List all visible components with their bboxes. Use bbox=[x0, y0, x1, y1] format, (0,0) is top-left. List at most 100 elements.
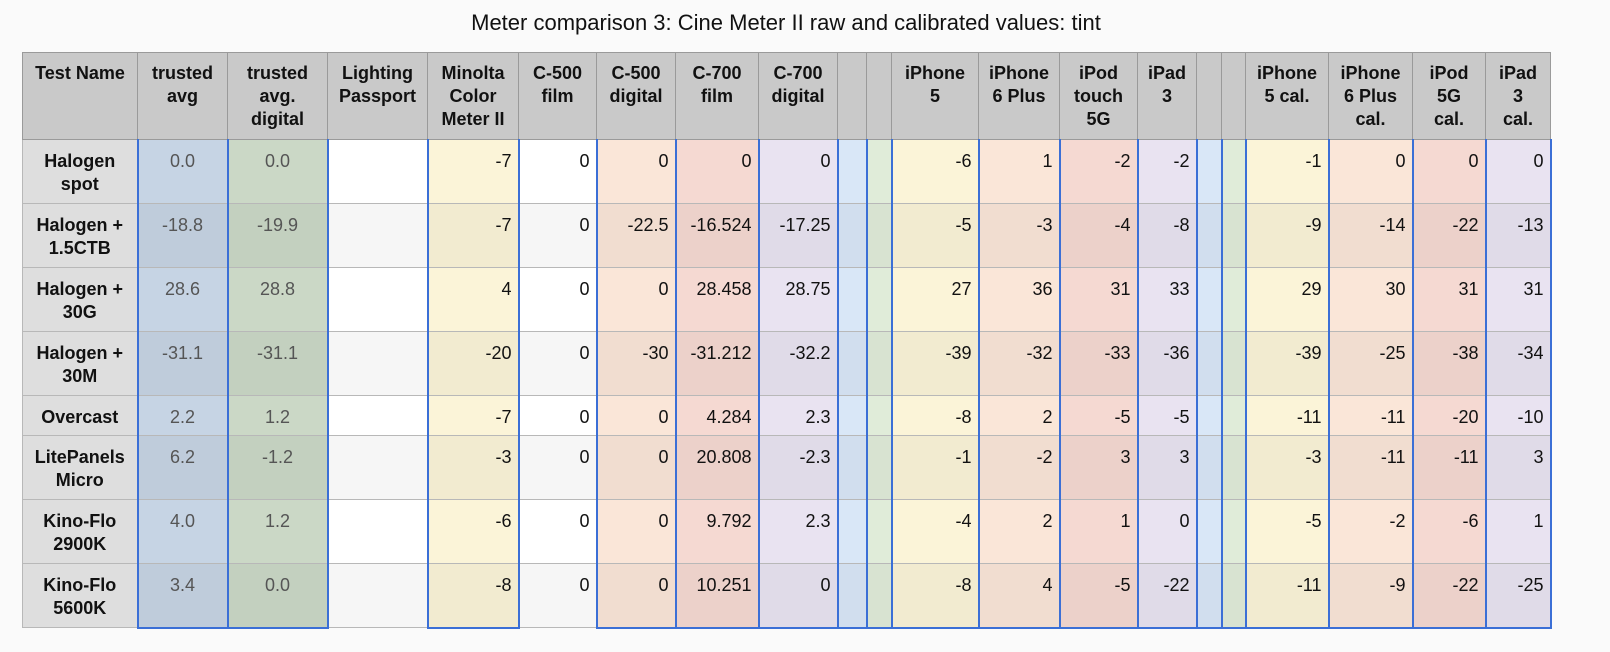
row-label: Halogen spot bbox=[22, 139, 138, 204]
table-cell: -1.2 bbox=[226, 435, 329, 500]
table-cell: 28.6 bbox=[136, 267, 229, 332]
table-cell: -11 bbox=[1327, 395, 1414, 436]
table-cell: 0.0 bbox=[226, 139, 329, 204]
column-header: iPhone 6 Plus bbox=[978, 52, 1060, 140]
table-cell: 2.3 bbox=[757, 499, 839, 564]
table-cell: -4 bbox=[890, 499, 980, 564]
table-cell: -11 bbox=[1244, 563, 1330, 629]
table-cell: 0 bbox=[1411, 139, 1487, 204]
table-cell bbox=[865, 563, 893, 629]
table-cell: 28.458 bbox=[674, 267, 760, 332]
table-cell: -25 bbox=[1484, 563, 1552, 629]
row-label: Halogen + 30M bbox=[22, 331, 138, 396]
table-cell bbox=[865, 499, 893, 564]
table-title: Meter comparison 3: Cine Meter II raw an… bbox=[471, 10, 1101, 35]
table-cell bbox=[865, 435, 893, 500]
table-cell: 6.2 bbox=[136, 435, 229, 500]
table-cell: 0 bbox=[595, 435, 677, 500]
table-cell: -11 bbox=[1244, 395, 1330, 436]
table-cell bbox=[1220, 203, 1247, 268]
table-cell: 1.2 bbox=[226, 395, 329, 436]
table-cell: 0 bbox=[518, 139, 597, 204]
table-cell bbox=[865, 395, 893, 436]
table-cell: 0 bbox=[518, 499, 597, 564]
table-cell: 10.251 bbox=[674, 563, 760, 629]
column-header: iPod touch 5G bbox=[1059, 52, 1138, 140]
table-cell: 30 bbox=[1327, 267, 1414, 332]
table-cell bbox=[327, 563, 428, 628]
table-row: Kino-Flo 5600K 3.4 0.0 -8 0 0 10.251 0 -8 4 -5 -22-… bbox=[22, 563, 1552, 629]
table-cell bbox=[865, 331, 893, 396]
table-cell: -36 bbox=[1136, 331, 1198, 396]
column-header: trusted avg. digital bbox=[227, 52, 328, 140]
table-cell: -22.5 bbox=[595, 203, 677, 268]
table-cell bbox=[836, 267, 868, 332]
table-cell: -11 bbox=[1411, 435, 1487, 500]
row-label: Kino-Flo 2900K bbox=[22, 499, 138, 564]
table-cell: -32.2 bbox=[757, 331, 839, 396]
table-cell bbox=[327, 435, 428, 500]
column-header: iPod 5G cal. bbox=[1412, 52, 1486, 140]
table-cell bbox=[865, 267, 893, 332]
table-cell: -19.9 bbox=[226, 203, 329, 268]
table-cell: 28.8 bbox=[226, 267, 329, 332]
table-cell: 0 bbox=[518, 435, 597, 500]
table-row: Halogen + 30G 28.6 28.8 4 0 0 28.458 28.75 27 36 3… bbox=[22, 267, 1552, 332]
table-row: Kino-Flo 2900K 4.0 1.2 -6 0 0 9.792 2.3 -4 2 1 0 -5-… bbox=[22, 499, 1552, 564]
table-cell bbox=[836, 435, 868, 500]
table-cell: -18.8 bbox=[136, 203, 229, 268]
table-cell: -34 bbox=[1484, 331, 1552, 396]
table-cell: -39 bbox=[1244, 331, 1330, 396]
table-cell: 31 bbox=[1484, 267, 1552, 332]
table-cell: -5 bbox=[890, 203, 980, 268]
table-cell: -31.212 bbox=[674, 331, 760, 396]
row-label: LitePanels Micro bbox=[22, 435, 138, 500]
row-label: Halogen + 1.5CTB bbox=[22, 203, 138, 268]
table-cell bbox=[1195, 203, 1223, 268]
column-header: trusted avg bbox=[137, 52, 228, 140]
table-cell: 0.0 bbox=[136, 139, 229, 204]
table-cell: 3 bbox=[1058, 435, 1139, 500]
table-cell: -2.3 bbox=[757, 435, 839, 500]
table-cell bbox=[1220, 499, 1247, 564]
table-cell bbox=[327, 395, 428, 436]
table-cell: -8 bbox=[426, 563, 520, 629]
column-header bbox=[837, 52, 867, 140]
table-cell: -14 bbox=[1327, 203, 1414, 268]
table-cell: 4.0 bbox=[136, 499, 229, 564]
table-cell: 0 bbox=[595, 499, 677, 564]
table-cell bbox=[1195, 563, 1223, 629]
table-cell: -13 bbox=[1484, 203, 1552, 268]
table-cell: -30 bbox=[595, 331, 677, 396]
column-header: iPad 3 cal. bbox=[1485, 52, 1551, 140]
table-cell bbox=[836, 139, 868, 204]
table-cell: 33 bbox=[1136, 267, 1198, 332]
row-label: Overcast bbox=[22, 395, 138, 436]
column-header: iPad 3 bbox=[1137, 52, 1197, 140]
column-header: Test Name bbox=[22, 52, 138, 140]
table-cell: 27 bbox=[890, 267, 980, 332]
table-cell: 36 bbox=[977, 267, 1061, 332]
table-cell: 0 bbox=[595, 139, 677, 204]
table-cell bbox=[327, 139, 428, 204]
table-cell bbox=[1195, 499, 1223, 564]
table-cell: 0 bbox=[1484, 139, 1552, 204]
table-cell bbox=[865, 203, 893, 268]
table-cell bbox=[1220, 267, 1247, 332]
table-cell: 0 bbox=[674, 139, 760, 204]
table-cell: -31.1 bbox=[136, 331, 229, 396]
table-cell bbox=[1220, 435, 1247, 500]
table-cell: 0 bbox=[1136, 499, 1198, 564]
table-cell: 0 bbox=[757, 139, 839, 204]
table-cell bbox=[836, 395, 868, 436]
table-cell: -22 bbox=[1411, 563, 1487, 629]
table-cell: -6 bbox=[426, 499, 520, 564]
table-cell: -1 bbox=[890, 435, 980, 500]
table-cell: 3 bbox=[1484, 435, 1552, 500]
table-cell: -17.25 bbox=[757, 203, 839, 268]
table-cell: -38 bbox=[1411, 331, 1487, 396]
table-cell: -5 bbox=[1244, 499, 1330, 564]
table-cell: 2.3 bbox=[757, 395, 839, 436]
table-cell bbox=[1195, 395, 1223, 436]
